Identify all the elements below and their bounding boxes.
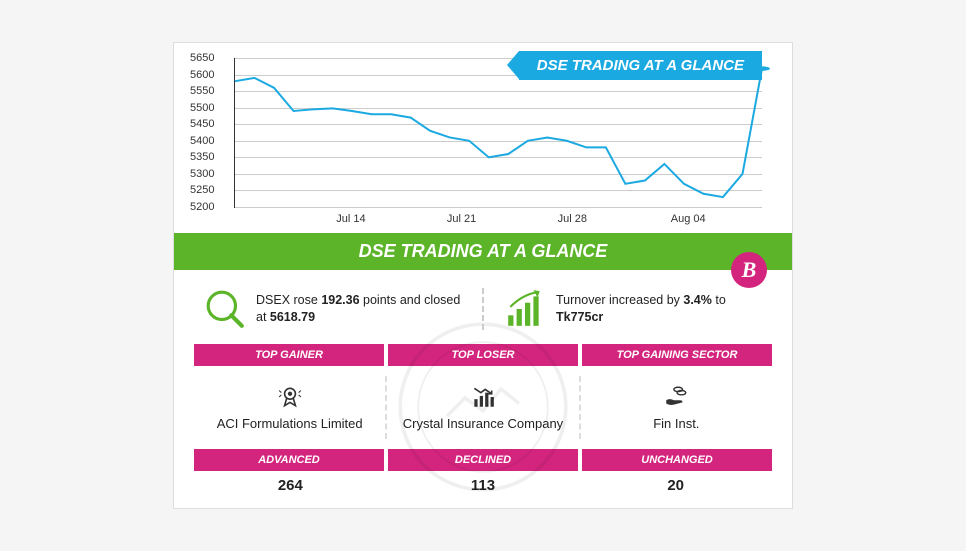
magnify-chart-icon xyxy=(204,288,246,330)
col-header-loser: TOP LOSER xyxy=(388,344,578,366)
lower-section: DSEX rose 192.36 points and closed at 56… xyxy=(174,270,792,508)
stats-advanced: 264 xyxy=(194,477,387,494)
medal-icon xyxy=(277,384,303,410)
col-loser-value: Crystal Insurance Company xyxy=(403,416,563,431)
col-sector-value: Fin Inst. xyxy=(653,416,699,431)
stats-header-declined: DECLINED xyxy=(388,449,578,471)
banner-text: DSE TRADING AT A GLANCE xyxy=(359,241,608,261)
chart-title: DSE TRADING AT A GLANCE xyxy=(519,51,762,80)
stats-row: 264 113 20 xyxy=(174,471,792,508)
chart-line-svg xyxy=(235,58,762,207)
columns-header-row: TOP GAINER TOP LOSER TOP GAINING SECTOR xyxy=(174,344,792,366)
stats-unchanged: 20 xyxy=(579,477,772,494)
section-banner: DSE TRADING AT A GLANCE B xyxy=(174,233,792,270)
stats-header-advanced: ADVANCED xyxy=(194,449,384,471)
col-gainer: ACI Formulations Limited xyxy=(194,376,385,439)
chart-down-icon xyxy=(470,384,496,410)
stats-header-unchanged: UNCHANGED xyxy=(582,449,772,471)
stats-header-row: ADVANCED DECLINED UNCHANGED xyxy=(174,449,792,471)
line-chart: DSE TRADING AT A GLANCE 5200525053005350… xyxy=(174,43,792,233)
col-header-gainer: TOP GAINER xyxy=(194,344,384,366)
summary-row: DSEX rose 192.36 points and closed at 56… xyxy=(174,270,792,344)
summary-right-text: Turnover increased by 3.4% to Tk775cr xyxy=(556,292,762,326)
bars-up-icon xyxy=(504,288,546,330)
col-header-sector: TOP GAINING SECTOR xyxy=(582,344,772,366)
col-sector: Fin Inst. xyxy=(579,376,772,439)
col-gainer-value: ACI Formulations Limited xyxy=(217,416,363,431)
summary-left-text: DSEX rose 192.36 points and closed at 56… xyxy=(256,292,462,326)
col-loser: Crystal Insurance Company xyxy=(385,376,578,439)
chart-plot: 5200525053005350540054505500555056005650… xyxy=(234,58,762,208)
hand-coins-icon xyxy=(663,384,689,410)
infographic-card: DSE TRADING AT A GLANCE 5200525053005350… xyxy=(173,42,793,509)
summary-right: Turnover increased by 3.4% to Tk775cr xyxy=(484,288,762,330)
columns-content-row: ACI Formulations Limited Crystal Insuran… xyxy=(174,366,792,449)
stats-declined: 113 xyxy=(387,477,580,494)
summary-left: DSEX rose 192.36 points and closed at 56… xyxy=(204,288,482,330)
